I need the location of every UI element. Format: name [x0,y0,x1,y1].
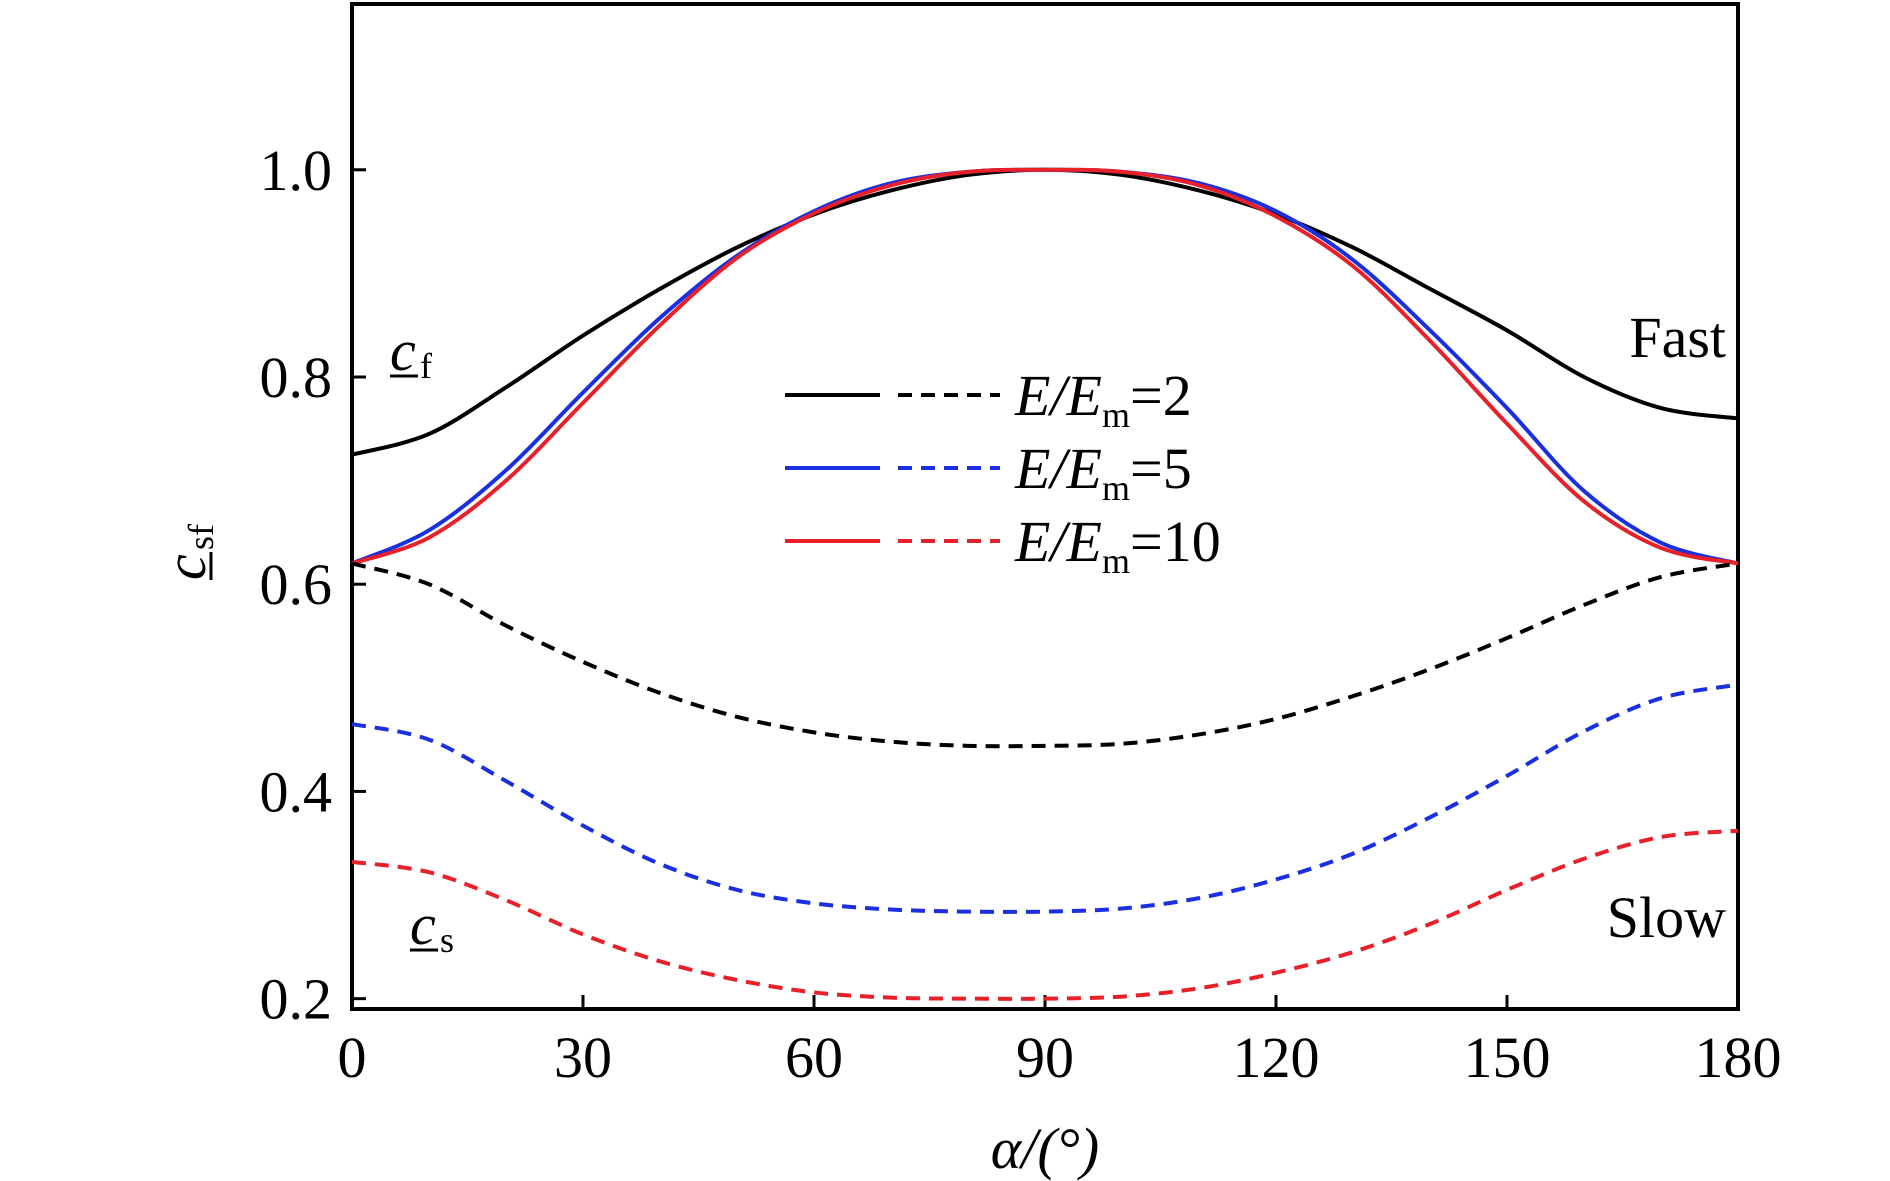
legend-item: E/Em=10 [785,509,1221,581]
x-tick-label: 90 [1016,1025,1074,1090]
ticks: 0 30 60 90 120 150 180 0.2 0.4 0.6 0.8 1.0 [260,138,1782,1090]
legend-label: E/Em=10 [1014,509,1221,581]
plot-frame [350,2,1740,1011]
x-tick-label: 30 [554,1025,612,1090]
svg-text:s: s [440,920,454,960]
series-line-slow-eem2 [351,561,1739,749]
x-tick-label: 0 [338,1025,367,1090]
x-tick-label: 120 [1233,1025,1320,1090]
legend-item: E/Em=5 [785,436,1192,508]
y-tick-label: 0.2 [260,967,333,1032]
legend-label: E/Em=5 [1014,436,1192,508]
legend-label: E/Em=2 [1014,363,1192,435]
legend: E/Em=2E/Em=5E/Em=10 [785,363,1221,581]
x-tick-label: 150 [1464,1025,1551,1090]
slow-label: Slow [1607,885,1726,950]
y-tick-label: 0.8 [260,345,333,410]
x-axis-label: α/(°) [991,1116,1099,1181]
svg-text:sf: sf [181,524,221,550]
y-axis-label: c sf [153,524,221,580]
svg-text:c: c [390,318,416,383]
y-tick-label: 0.6 [260,552,333,617]
svg-text:c: c [153,554,218,580]
svg-text:f: f [420,346,432,386]
series-line-fast-eem10 [351,167,1739,566]
x-tick-label: 180 [1695,1025,1782,1090]
y-tick-label: 0.4 [260,759,333,824]
legend-item: E/Em=2 [785,363,1192,435]
x-tick-label: 60 [785,1025,843,1090]
cf-label: c f [390,318,432,386]
fast-label: Fast [1629,305,1726,370]
svg-text:c: c [410,892,436,957]
cs-label: c s [410,892,454,960]
series-lines [351,167,1739,1001]
series-line-slow-eem10 [351,828,1739,1001]
series-line-slow-eem5 [351,682,1739,914]
y-tick-label: 1.0 [260,138,333,203]
